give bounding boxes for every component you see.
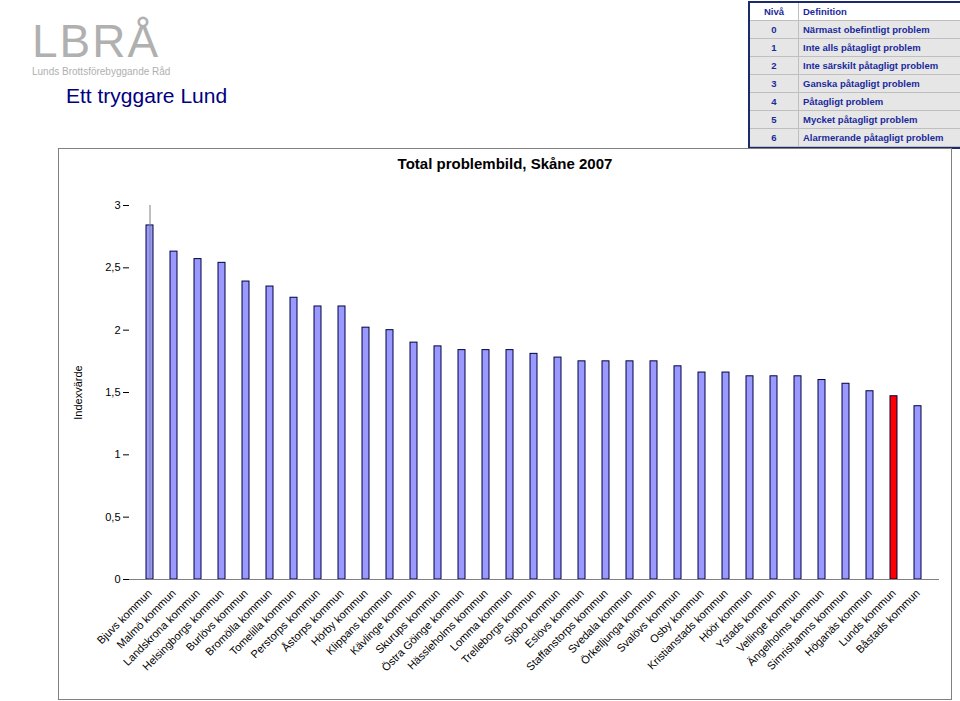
html-text:Alarmerande påtagligt problem: Alarmerande påtagligt problem — [803, 132, 944, 143]
svg-text:Vellinge kommun: Vellinge kommun — [734, 586, 802, 655]
svg-text:3: 3 — [114, 199, 120, 211]
svg-text:Eslövs kommun: Eslövs kommun — [522, 586, 586, 651]
svg-text:Indexvärde: Indexvärde — [72, 365, 84, 419]
html-text:0: 0 — [771, 24, 777, 35]
svg-text:1: 1 — [114, 448, 120, 460]
html-text:Inte särskilt påtagligt proble: Inte särskilt påtagligt problem — [803, 60, 939, 71]
html-text:Ganska påtagligt problem: Ganska påtagligt problem — [803, 78, 920, 89]
svg-text:Höganäs kommun: Höganäs kommun — [802, 586, 874, 659]
svg-text:Burlövs kommun: Burlövs kommun — [183, 586, 250, 654]
html-text:Lunds Brottsförebyggande Råd: Lunds Brottsförebyggande Råd — [32, 66, 171, 77]
svg-text:Perstorps kommun: Perstorps kommun — [248, 586, 322, 661]
svg-text:Tomelilla kommun: Tomelilla kommun — [227, 586, 298, 658]
svg-text:Skurups kommun: Skurups kommun — [372, 586, 442, 656]
html-text:Påtagligt problem: Påtagligt problem — [803, 96, 884, 107]
svg-text:Ängelholms kommun: Ängelholms kommun — [744, 586, 826, 668]
svg-text:Båstads kommun: Båstads kommun — [853, 587, 922, 656]
svg-text:Svalövs kommun: Svalövs kommun — [614, 586, 682, 655]
html-text:Närmast obefintligt problem: Närmast obefintligt problem — [803, 24, 930, 35]
html-text:6: 6 — [771, 132, 777, 143]
html-text:2: 2 — [771, 60, 777, 71]
svg-text:Lomma kommun: Lomma kommun — [447, 586, 514, 654]
html-text:3: 3 — [771, 78, 777, 89]
html-text:Inte alls påtagligt problem: Inte alls påtagligt problem — [803, 42, 921, 53]
svg-text:Helsingborgs kommun: Helsingborgs kommun — [140, 586, 226, 673]
html-text:Total problembild, Skåne 2007: Total problembild, Skåne 2007 — [397, 155, 613, 172]
html-text:Nivå: Nivå — [764, 6, 784, 17]
svg-text:Osby kommun: Osby kommun — [647, 586, 706, 646]
svg-text:Kristianstads kommun: Kristianstads kommun — [644, 586, 730, 672]
svg-text:0: 0 — [114, 573, 120, 585]
svg-text:Ystads kommun: Ystads kommun — [713, 586, 778, 651]
svg-text:Hörby kommun: Hörby kommun — [308, 586, 370, 648]
svg-text:1,5: 1,5 — [105, 386, 120, 398]
html-text:5: 5 — [771, 114, 777, 125]
svg-text:Hässleholms kommun: Hässleholms kommun — [404, 586, 490, 672]
html-text:LBRÅ: LBRÅ — [32, 15, 161, 67]
svg-text:Staffanstorps kommun: Staffanstorps kommun — [523, 586, 610, 673]
svg-text:Åstorps kommun: Åstorps kommun — [279, 586, 346, 654]
html-text:Mycket påtagligt problem: Mycket påtagligt problem — [803, 114, 918, 125]
svg-text:Svedala kommun: Svedala kommun — [565, 586, 634, 656]
svg-text:Höör kommun: Höör kommun — [696, 586, 754, 645]
html-text:4: 4 — [771, 96, 777, 107]
svg-text:Östra Göinge kommun: Östra Göinge kommun — [379, 586, 466, 674]
svg-text:Bromölla kommun: Bromölla kommun — [202, 586, 274, 658]
svg-text:Sjöbo kommun: Sjöbo kommun — [501, 586, 562, 648]
svg-text:Malmö kommun: Malmö kommun — [114, 586, 178, 651]
html-text:Ett tryggare Lund: Ett tryggare Lund — [66, 84, 228, 107]
svg-text:0,5: 0,5 — [105, 511, 120, 523]
html-text:1: 1 — [771, 42, 777, 53]
svg-text:Klippans kommun: Klippans kommun — [323, 586, 394, 658]
svg-text:Simrishamns kommun: Simrishamns kommun — [764, 586, 850, 673]
svg-text:Bjuvs kommun: Bjuvs kommun — [94, 586, 154, 647]
svg-text:Kävlinge kommun: Kävlinge kommun — [347, 586, 418, 658]
svg-text:Örkelljunga kommun: Örkelljunga kommun — [578, 586, 658, 667]
svg-text:2: 2 — [114, 324, 120, 336]
html-text:Definition: Definition — [803, 6, 847, 17]
svg-text:Landskrona kommun: Landskrona kommun — [120, 586, 202, 668]
svg-text:Lunds kommun: Lunds kommun — [836, 586, 898, 649]
svg-text:2,5: 2,5 — [105, 261, 120, 273]
svg-text:Trelleborgs kommun: Trelleborgs kommun — [458, 586, 538, 666]
